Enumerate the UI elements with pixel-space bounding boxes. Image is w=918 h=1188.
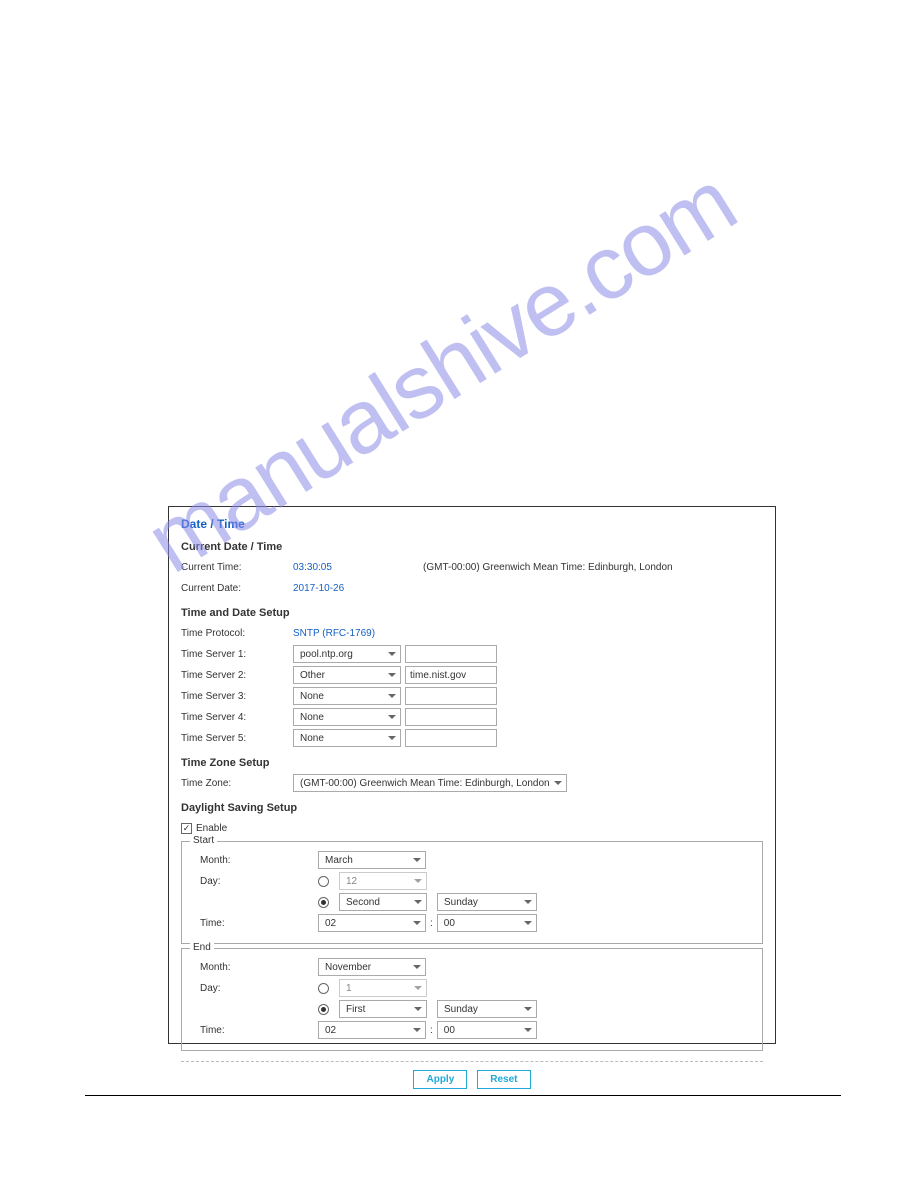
apply-button[interactable]: Apply — [413, 1070, 467, 1089]
chevron-down-icon — [413, 921, 421, 925]
enable-label: Enable — [196, 823, 227, 834]
chevron-down-icon — [388, 736, 396, 740]
server2-select[interactable]: Other — [293, 666, 401, 684]
end-time-label: Time: — [200, 1025, 318, 1036]
end-day-label: Day: — [200, 983, 318, 994]
chevron-down-icon — [388, 694, 396, 698]
setup-heading: Time and Date Setup — [181, 607, 763, 619]
footer-divider — [85, 1095, 841, 1096]
server2-input[interactable]: time.nist.gov — [405, 666, 497, 684]
server4-label: Time Server 4: — [181, 712, 293, 723]
server2-label: Time Server 2: — [181, 670, 293, 681]
server1-label: Time Server 1: — [181, 649, 293, 660]
protocol-value: SNTP (RFC-1769) — [293, 628, 423, 639]
end-hour-select[interactable]: 02 — [318, 1021, 426, 1039]
chevron-down-icon — [388, 652, 396, 656]
current-time-label: Current Time: — [181, 562, 293, 573]
chevron-down-icon — [413, 858, 421, 862]
chevron-down-icon — [524, 1028, 532, 1032]
date-time-panel: Date / Time Current Date / Time Current … — [168, 506, 776, 1044]
start-ordinal-select[interactable]: Second — [339, 893, 427, 911]
server1-select[interactable]: pool.ntp.org — [293, 645, 401, 663]
dst-heading: Daylight Saving Setup — [181, 802, 763, 814]
end-day-radio-ord[interactable] — [318, 1004, 329, 1015]
server1-input[interactable] — [405, 645, 497, 663]
chevron-down-icon — [414, 900, 422, 904]
current-tz-text: (GMT-00:00) Greenwich Mean Time: Edinbur… — [423, 562, 673, 573]
start-daynum-select[interactable]: 12 — [339, 872, 427, 890]
chevron-down-icon — [414, 986, 422, 990]
start-day-radio-num[interactable] — [318, 876, 329, 887]
current-heading: Current Date / Time — [181, 541, 763, 553]
end-weekday-select[interactable]: Sunday — [437, 1000, 537, 1018]
server4-input[interactable] — [405, 708, 497, 726]
start-legend: Start — [190, 835, 217, 846]
current-date-label: Current Date: — [181, 583, 293, 594]
end-legend: End — [190, 942, 214, 953]
tz-heading: Time Zone Setup — [181, 757, 763, 769]
protocol-label: Time Protocol: — [181, 628, 293, 639]
end-month-label: Month: — [200, 962, 318, 973]
current-date-value: 2017-10-26 — [293, 583, 423, 594]
start-month-select[interactable]: March — [318, 851, 426, 869]
server3-select[interactable]: None — [293, 687, 401, 705]
end-day-radio-num[interactable] — [318, 983, 329, 994]
start-day-radio-ord[interactable] — [318, 897, 329, 908]
start-month-label: Month: — [200, 855, 318, 866]
start-time-label: Time: — [200, 918, 318, 929]
server5-label: Time Server 5: — [181, 733, 293, 744]
tz-select[interactable]: (GMT-00:00) Greenwich Mean Time: Edinbur… — [293, 774, 567, 792]
chevron-down-icon — [524, 900, 532, 904]
server4-select[interactable]: None — [293, 708, 401, 726]
server5-input[interactable] — [405, 729, 497, 747]
current-time-value: 03:30:05 — [293, 562, 423, 573]
start-fieldset: Start Month: March Day: 12 Second Sunday… — [181, 841, 763, 944]
start-minute-select[interactable]: 00 — [437, 914, 537, 932]
chevron-down-icon — [388, 715, 396, 719]
chevron-down-icon — [413, 965, 421, 969]
chevron-down-icon — [388, 673, 396, 677]
chevron-down-icon — [524, 1007, 532, 1011]
divider — [181, 1061, 763, 1062]
server3-label: Time Server 3: — [181, 691, 293, 702]
end-month-select[interactable]: November — [318, 958, 426, 976]
start-weekday-select[interactable]: Sunday — [437, 893, 537, 911]
end-fieldset: End Month: November Day: 1 First Sunday … — [181, 948, 763, 1051]
end-minute-select[interactable]: 00 — [437, 1021, 537, 1039]
server5-select[interactable]: None — [293, 729, 401, 747]
chevron-down-icon — [554, 781, 562, 785]
end-ordinal-select[interactable]: First — [339, 1000, 427, 1018]
chevron-down-icon — [524, 921, 532, 925]
reset-button[interactable]: Reset — [477, 1070, 530, 1089]
enable-checkbox[interactable]: ✓ — [181, 823, 192, 834]
start-day-label: Day: — [200, 876, 318, 887]
chevron-down-icon — [414, 1007, 422, 1011]
server3-input[interactable] — [405, 687, 497, 705]
chevron-down-icon — [413, 1028, 421, 1032]
tz-label: Time Zone: — [181, 778, 293, 789]
chevron-down-icon — [414, 879, 422, 883]
start-hour-select[interactable]: 02 — [318, 914, 426, 932]
end-daynum-select[interactable]: 1 — [339, 979, 427, 997]
panel-title: Date / Time — [181, 517, 763, 531]
